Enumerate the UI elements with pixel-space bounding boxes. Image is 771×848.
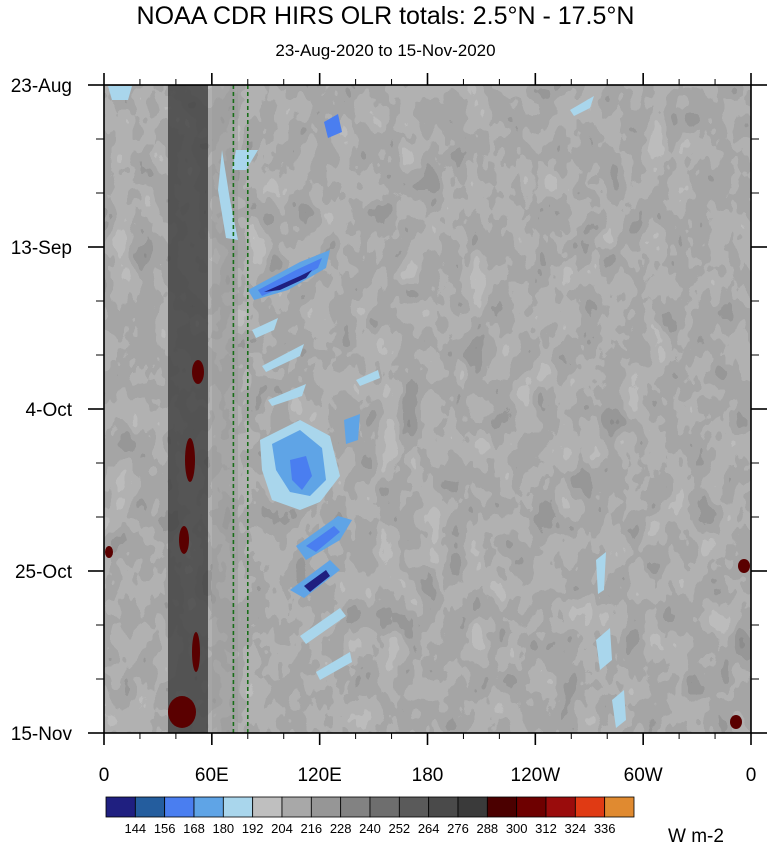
convection-streak [232, 150, 258, 170]
colorbar-swatch [428, 796, 459, 818]
convection-streak [596, 552, 606, 594]
colorbar-swatch [281, 796, 312, 818]
high-olr-patch [192, 632, 200, 672]
colorbar-label: 144 [124, 821, 146, 834]
convection-streak [108, 86, 132, 100]
y-tick-label: 25-Oct [15, 562, 73, 583]
x-tick-label: 0 [99, 765, 110, 786]
colorbar-swatch [252, 796, 283, 818]
y-tick-label: 4-Oct [26, 400, 73, 421]
colorbar-swatch [105, 796, 136, 818]
x-tick-label: 120E [297, 765, 341, 786]
convection-streak [218, 150, 238, 240]
colorbar-label: 240 [359, 821, 381, 834]
colorbar-label: 204 [271, 821, 293, 834]
x-tick-label: 60W [624, 765, 663, 786]
convection-streak [262, 344, 304, 372]
convection-streak [300, 608, 346, 644]
chart-subtitle: 23-Aug-2020 to 15-Nov-2020 [275, 41, 496, 60]
convection-streak [316, 652, 352, 680]
x-tick-label: 60E [195, 765, 229, 786]
high-olr-patch [738, 559, 750, 573]
y-tick-label: 13-Sep [11, 238, 72, 259]
convection-streak [324, 114, 342, 138]
colorbar-swatch [369, 796, 400, 818]
chart-title: NOAA CDR HIRS OLR totals: 2.5°N - 17.5°N [136, 2, 635, 30]
convection-streak [612, 690, 626, 728]
convection-streak [570, 96, 594, 116]
colorbar-label: 168 [183, 821, 205, 834]
colorbar-swatch [193, 796, 224, 818]
convection-streak [252, 318, 278, 338]
convection-streak [290, 456, 312, 490]
colorbar-label: 336 [594, 821, 616, 834]
colorbar-label: 300 [506, 821, 528, 834]
colorbar-label: 252 [388, 821, 410, 834]
colorbar-swatch [222, 796, 254, 818]
y-axis: 23-Aug 13-Sep 4-Oct 25-Oct 15-Nov [11, 76, 767, 745]
x-axis: 0 60E 120E 180 120W 60W 0 [99, 73, 757, 786]
colorbar-swatch [457, 796, 488, 818]
convection-streak [258, 258, 322, 296]
colorbar-swatch [310, 796, 342, 818]
x-tick-label: 0 [746, 765, 757, 786]
convection-streak [596, 628, 612, 670]
colorbar-swatch [574, 796, 606, 818]
colorbar-swatch [545, 796, 576, 818]
colorbar-label: 324 [564, 821, 586, 834]
y-tick-label: 15-Nov [11, 724, 73, 745]
colorbar-label: 156 [154, 821, 176, 834]
convection-streak [356, 370, 380, 386]
high-olr-patch [168, 696, 196, 728]
high-olr-patch [185, 438, 195, 482]
convection-streaks [108, 86, 626, 728]
high-olr-patch [105, 546, 113, 558]
colorbar-label: 276 [447, 821, 469, 834]
dry-band [168, 85, 208, 733]
x-tick-label: 120W [511, 765, 561, 786]
olr-texture [104, 85, 751, 733]
high-olr-patch [192, 360, 204, 384]
colorbar-swatch [516, 796, 547, 818]
colorbar-label: 228 [330, 821, 352, 834]
colorbar-swatch [486, 796, 518, 818]
colorbar-label: 216 [300, 821, 322, 834]
colorbar-label: 312 [535, 821, 557, 834]
colorbar-label: 180 [212, 821, 234, 834]
x-tick-label: 180 [412, 765, 444, 786]
convection-streak [304, 570, 330, 592]
high-olr-patch [730, 715, 742, 729]
high-olr-patch [179, 526, 189, 554]
colorbar-swatch [164, 796, 195, 818]
convection-streak [306, 526, 340, 552]
colorbar-label: 192 [242, 821, 264, 834]
olr-field [104, 85, 751, 733]
y-tick-label: 23-Aug [11, 76, 72, 97]
colorbar-units: W m-2 [668, 826, 724, 847]
colorbar-label: 264 [418, 821, 440, 834]
colorbar-swatch [604, 796, 635, 818]
high-olr-patches [105, 360, 750, 729]
reference-lines [232, 85, 249, 733]
convection-streak [344, 414, 360, 444]
colorbar-label: 288 [476, 821, 498, 834]
colorbar: 144 156 168 180 192 204 216 228 240 252 264 276 288 3… [105, 796, 635, 834]
colorbar-swatch [134, 796, 166, 818]
convection-streak [268, 384, 306, 406]
colorbar-swatch [398, 796, 430, 818]
colorbar-swatch [340, 796, 371, 818]
